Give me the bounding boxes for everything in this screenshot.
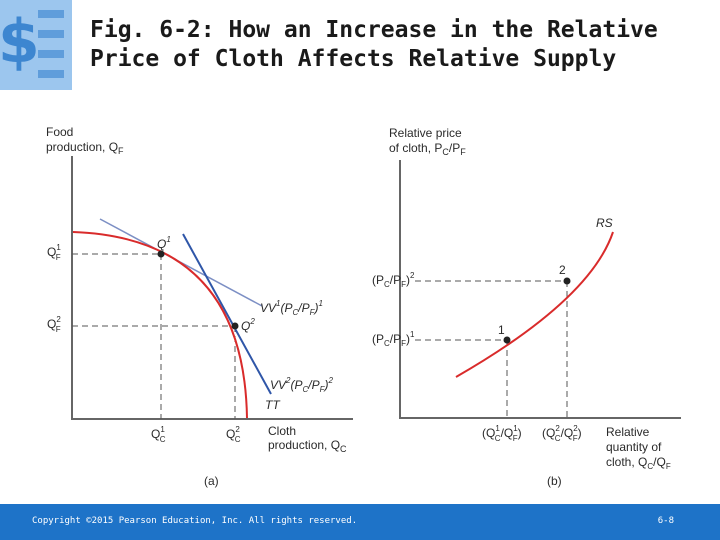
panel-b-label: (b) <box>547 474 562 488</box>
svg-text:$: $ <box>0 7 40 77</box>
panel-a-x-label-2: production, QC <box>268 438 347 454</box>
panel-b-y-label-2: of cloth, PC/PF <box>389 141 466 157</box>
label-point-1: 1 <box>498 323 505 337</box>
slide-number: 6-8 <box>657 516 674 526</box>
point-q2 <box>231 322 239 330</box>
label-x1: (Q1 C/Q1 F) <box>482 424 522 443</box>
label-vv2: VV2(PC/PF)2 <box>270 376 333 394</box>
panel-b-y-label-1: Relative price <box>389 126 462 140</box>
panel-a-y-label-1: Food <box>46 125 73 139</box>
title-line-1: Fig. 6-2: How an Increase in the Relativ… <box>90 17 658 43</box>
label-vv1: VV1(PC/PF)1 <box>260 299 323 317</box>
tt-curve <box>72 231 248 419</box>
panel-a: Food production, QF Q1 F Q2 F Q1 Q2 VV1(PC… <box>46 125 353 488</box>
point-1 <box>503 336 511 344</box>
point-q1 <box>157 250 165 258</box>
label-x2: (Q2 C/Q2 F) <box>542 424 582 443</box>
relative-supply-figure: Food production, QF Q1 F Q2 F Q1 Q2 VV1(PC… <box>46 125 681 488</box>
label-qc1: Q1 C <box>151 425 166 444</box>
label-qf1: Q1 F <box>47 243 61 262</box>
label-q2: Q2 <box>241 317 255 333</box>
label-p2: (PC/PF)2 <box>372 271 415 289</box>
label-p1: (PC/PF)1 <box>372 330 415 348</box>
rs-curve <box>455 231 614 378</box>
title-line-2: Price of Cloth Affects Relative Supply <box>90 46 617 72</box>
label-q1: Q1 <box>157 235 171 251</box>
label-tt: TT <box>265 398 281 412</box>
panel-b-x-label-2: quantity of <box>606 440 662 454</box>
panel-a-label: (a) <box>204 474 219 488</box>
slide-footer: Copyright ©2015 Pearson Education, Inc. … <box>0 504 720 540</box>
label-qc2: Q2 C <box>226 425 241 444</box>
vv2-line <box>182 233 272 395</box>
label-point-2: 2 <box>559 263 566 277</box>
publisher-logo: $ <box>0 0 72 90</box>
panel-a-y-label-2: production, QF <box>46 140 124 156</box>
point-2 <box>563 277 571 285</box>
panel-b-x-label-1: Relative <box>606 425 650 439</box>
copyright-text: Copyright ©2015 Pearson Education, Inc. … <box>32 516 358 526</box>
panel-b-x-label-3: cloth, QC/QF <box>606 455 671 471</box>
panel-a-x-label-1: Cloth <box>268 424 296 438</box>
label-qf2: Q2 F <box>47 315 61 334</box>
label-rs: RS <box>596 216 613 230</box>
slide-title: Fig. 6-2: How an Increase in the Relativ… <box>90 16 710 74</box>
panel-b: Relative price of cloth, PC/PF RS 2 1 (P… <box>372 126 681 488</box>
